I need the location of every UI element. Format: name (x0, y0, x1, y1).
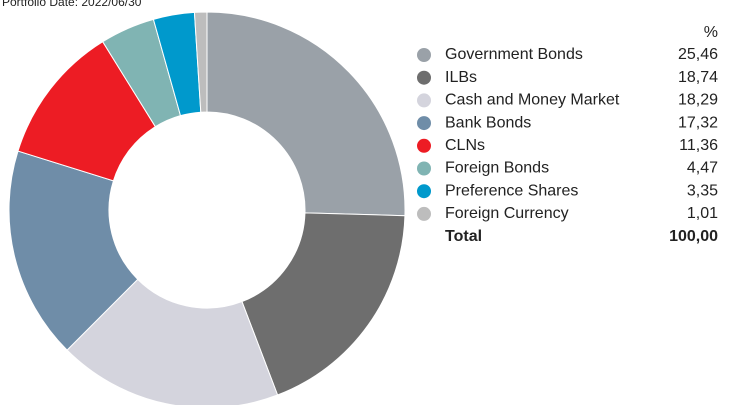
legend-value: 18,74 (678, 69, 718, 86)
donut-slice (8, 150, 139, 351)
legend-marker (417, 184, 431, 199)
legend-value: 18,29 (678, 92, 718, 109)
legend-value: 3,35 (687, 182, 718, 199)
legend-marker (417, 70, 431, 85)
legend-value: 4,47 (687, 160, 718, 177)
legend-label: CLNs (445, 137, 485, 154)
legend-label: Bank Bonds (445, 114, 531, 131)
legend-label: Cash and Money Market (445, 92, 620, 109)
legend-marker (417, 161, 431, 176)
donut-slice (241, 212, 406, 396)
legend-value: 17,32 (678, 114, 718, 131)
legend-marker (417, 116, 431, 131)
legend-marker (417, 206, 431, 221)
legend-label: Preference Shares (445, 182, 578, 199)
donut-slice (206, 11, 406, 217)
legend-value: 11,36 (679, 137, 718, 154)
donut-slice (193, 11, 208, 113)
legend-value: 1,01 (687, 205, 718, 222)
total-label: Total (445, 228, 482, 245)
legend-label: Foreign Currency (445, 205, 569, 222)
donut-slice (66, 278, 279, 405)
chart-title: Portfolio Date: 2022/06/30 (2, 0, 142, 9)
legend-label: Government Bonds (445, 46, 583, 63)
unit-label: % (704, 24, 718, 41)
legend-marker (417, 48, 431, 62)
legend-marker (417, 93, 431, 108)
legend-value: 25,46 (678, 46, 718, 63)
legend-label: Foreign Bonds (445, 160, 549, 177)
legend-label: ILBs (445, 69, 477, 86)
legend-marker (417, 138, 431, 153)
total-value: 100,00 (669, 228, 718, 245)
